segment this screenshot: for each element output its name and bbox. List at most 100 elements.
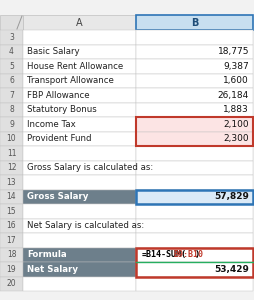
Text: 13: 13 (7, 178, 16, 187)
Text: 57,829: 57,829 (213, 192, 248, 201)
Bar (23, 44, 136, 59)
Bar (136, 190, 252, 204)
Bar (136, 277, 252, 291)
Bar (136, 248, 252, 277)
Text: 9: 9 (9, 120, 14, 129)
Text: Statutory Bonus: Statutory Bonus (27, 105, 96, 114)
Text: 14: 14 (7, 192, 16, 201)
Text: 16: 16 (7, 221, 16, 230)
Bar (0, 262, 23, 277)
Text: 3: 3 (9, 33, 14, 42)
Text: 10: 10 (7, 134, 16, 143)
Bar (136, 262, 252, 277)
Bar (136, 117, 252, 131)
Bar (0, 175, 23, 190)
Text: 17: 17 (7, 236, 16, 245)
Bar (0, 277, 23, 291)
Bar (136, 160, 252, 175)
Bar (0, 44, 23, 59)
Bar (23, 175, 136, 190)
Bar (136, 74, 252, 88)
Bar (0, 117, 23, 131)
Text: 11: 11 (7, 149, 16, 158)
Text: 1,600: 1,600 (222, 76, 248, 85)
Text: 2,100: 2,100 (223, 120, 248, 129)
Text: Net Salary is calculated as:: Net Salary is calculated as: (27, 221, 144, 230)
Bar (136, 233, 252, 247)
Bar (136, 88, 252, 103)
Bar (23, 146, 136, 160)
Text: 18: 18 (7, 250, 16, 259)
Bar (23, 190, 136, 204)
Bar (136, 15, 252, 30)
Text: 53,429: 53,429 (213, 265, 248, 274)
Bar (136, 59, 252, 74)
Bar (0, 131, 23, 146)
Bar (23, 30, 136, 44)
Bar (136, 103, 252, 117)
Bar (136, 190, 252, 204)
Text: A: A (76, 17, 83, 28)
Bar (0, 218, 23, 233)
Text: 2,300: 2,300 (223, 134, 248, 143)
Text: Gross Salary is calculated as:: Gross Salary is calculated as: (27, 163, 153, 172)
Text: ): ) (194, 250, 199, 259)
Bar (23, 233, 136, 247)
Text: B: B (190, 17, 198, 28)
Bar (23, 277, 136, 291)
Bar (0, 233, 23, 247)
Bar (0, 103, 23, 117)
Bar (136, 131, 252, 146)
Bar (0, 204, 23, 218)
Bar (23, 248, 136, 262)
Bar (0, 88, 23, 103)
Text: Basic Salary: Basic Salary (27, 47, 79, 56)
Bar (23, 204, 136, 218)
Bar (136, 44, 252, 59)
Bar (136, 248, 252, 262)
Text: 6: 6 (9, 76, 14, 85)
Text: 4: 4 (9, 47, 14, 56)
Bar (136, 204, 252, 218)
Bar (23, 59, 136, 74)
Text: 12: 12 (7, 163, 16, 172)
Text: 9,387: 9,387 (222, 62, 248, 71)
Bar (0, 59, 23, 74)
Bar (23, 103, 136, 117)
Text: 15: 15 (7, 207, 16, 216)
Text: 7: 7 (9, 91, 14, 100)
Bar (23, 74, 136, 88)
Bar (0, 160, 23, 175)
Text: 26,184: 26,184 (217, 91, 248, 100)
Bar (0, 74, 23, 88)
Text: Transport Allowance: Transport Allowance (27, 76, 113, 85)
Text: Net Salary: Net Salary (27, 265, 78, 274)
Text: 19: 19 (7, 265, 16, 274)
Bar (23, 131, 136, 146)
Text: 1,883: 1,883 (222, 105, 248, 114)
Bar (0, 15, 23, 30)
Bar (23, 15, 136, 30)
Bar (23, 218, 136, 233)
Bar (23, 117, 136, 131)
Bar (0, 190, 23, 204)
Bar (136, 175, 252, 190)
Text: 18,775: 18,775 (217, 47, 248, 56)
Bar (136, 218, 252, 233)
Text: 5: 5 (9, 62, 14, 71)
Text: =B14-SUM(: =B14-SUM( (141, 250, 186, 259)
Bar (0, 248, 23, 262)
Bar (23, 160, 136, 175)
Text: Formula: Formula (27, 250, 66, 259)
Bar (136, 30, 252, 44)
Text: FBP Allowance: FBP Allowance (27, 91, 89, 100)
Text: 8: 8 (9, 105, 14, 114)
Text: House Rent Allowance: House Rent Allowance (27, 62, 123, 71)
Bar (23, 88, 136, 103)
Text: Income Tax: Income Tax (27, 120, 75, 129)
Bar (0, 30, 23, 44)
Text: Gross Salary: Gross Salary (27, 192, 88, 201)
Bar (0, 146, 23, 160)
Bar (136, 146, 252, 160)
Bar (136, 117, 252, 146)
